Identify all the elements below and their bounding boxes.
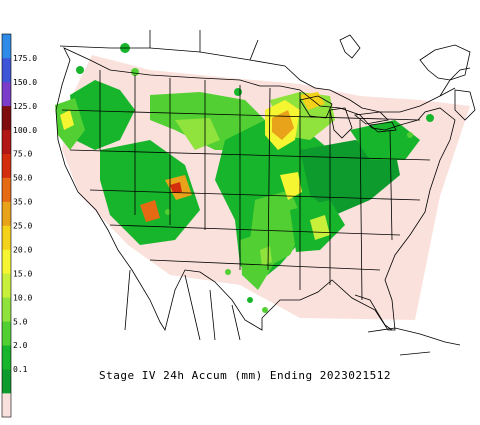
legend-swatch xyxy=(2,249,11,274)
legend-swatch xyxy=(2,34,11,59)
legend-label: 0.1 xyxy=(13,365,28,374)
legend-label: 75.0 xyxy=(13,150,32,159)
legend-swatch xyxy=(2,177,11,202)
legend-swatch xyxy=(2,297,11,322)
legend-label: 10.0 xyxy=(13,293,32,302)
legend-label: 15.0 xyxy=(13,269,32,278)
legend-swatch xyxy=(2,201,11,226)
legend-swatch xyxy=(2,369,11,394)
legend-swatch xyxy=(2,153,11,178)
legend-label: 175.0 xyxy=(13,54,37,63)
legend-swatch xyxy=(2,345,11,370)
legend-label: 35.0 xyxy=(13,198,32,207)
legend-label: 100.0 xyxy=(13,126,37,135)
map-outlines xyxy=(55,30,476,356)
legend-label: 2.0 xyxy=(13,341,28,350)
legend-colorbar xyxy=(1,33,12,418)
legend-label: 150.0 xyxy=(13,78,37,87)
legend-labels: 175.0 150.0 125.0 100.0 75.0 50.0 35.0 25.0 20.0… xyxy=(13,54,37,374)
legend-swatch xyxy=(2,105,11,131)
legend-label: 20.0 xyxy=(13,245,32,254)
legend-swatch xyxy=(2,57,11,83)
legend-frame xyxy=(1,33,12,418)
legend-label: 5.0 xyxy=(13,317,28,326)
legend-swatch xyxy=(2,81,11,107)
legend-label: 50.0 xyxy=(13,174,32,183)
legend-swatch xyxy=(2,225,11,250)
legend-swatch xyxy=(2,273,11,298)
legend-swatch xyxy=(2,129,11,154)
legend-label: 25.0 xyxy=(13,222,32,231)
legend-swatch xyxy=(2,393,11,418)
legend-swatch xyxy=(2,321,11,346)
map-caption: Stage IV 24h Accum (mm) Ending 202302151… xyxy=(99,369,391,382)
legend-label: 125.0 xyxy=(13,102,37,111)
